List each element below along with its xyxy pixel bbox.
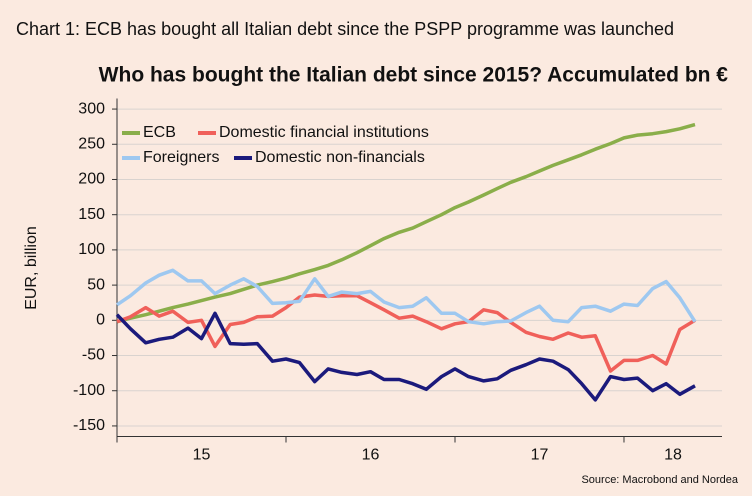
x-tick-label: 17	[531, 447, 549, 464]
x-tick-label: 16	[362, 447, 380, 464]
y-tick-label: 100	[78, 241, 105, 258]
y-tick-label: -50	[82, 347, 105, 364]
y-tick-label: 150	[78, 206, 105, 223]
y-tick-label: -100	[73, 382, 105, 399]
legend-label: ECB	[143, 124, 176, 141]
legend-label: Domestic financial institutions	[219, 124, 429, 141]
y-tick-label: 50	[87, 276, 105, 293]
chart-title: Chart 1: ECB has bought all Italian debt…	[16, 19, 674, 39]
source: Source: Macrobond and Nordea	[581, 474, 738, 486]
x-tick-label: 18	[664, 447, 682, 464]
x-tick-label: 15	[193, 447, 211, 464]
series-line	[116, 122, 696, 324]
y-tick-label: 200	[78, 171, 105, 188]
y-tick-label: -150	[73, 417, 105, 434]
chart-subtitle: Who has bought the Italian debt since 20…	[99, 64, 729, 87]
series-line	[115, 311, 696, 402]
y-axis-label: EUR, billion	[23, 226, 40, 310]
series-line	[116, 293, 696, 373]
legend-label: Domestic non-financials	[255, 149, 425, 166]
y-tick-label: 0	[96, 312, 105, 329]
series-line	[116, 268, 697, 326]
y-tick-label: 300	[78, 100, 105, 117]
y-tick-label: 250	[78, 135, 105, 152]
legend-label: Foreigners	[143, 149, 219, 166]
